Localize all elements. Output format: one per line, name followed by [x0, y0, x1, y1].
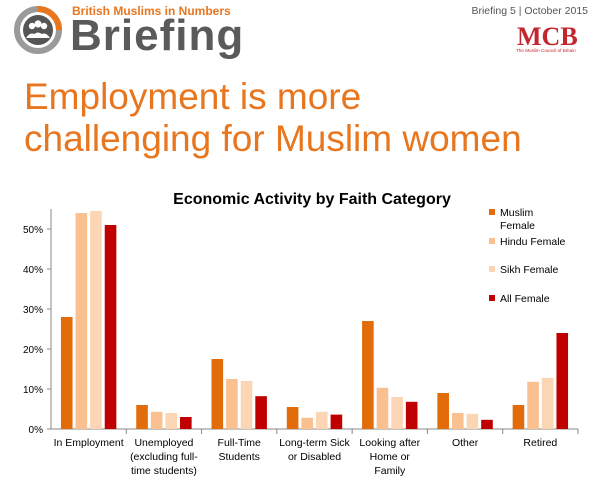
- bar: [150, 411, 163, 429]
- x-tick-label: time students): [131, 465, 197, 477]
- y-tick-label: 40%: [23, 265, 43, 276]
- bar: [60, 317, 73, 429]
- x-tick-label: Unemployed: [134, 437, 193, 449]
- y-tick-label: 0%: [29, 425, 44, 436]
- chart-title: Economic Activity by Faith Category: [173, 191, 451, 208]
- bar: [437, 393, 449, 429]
- bar: [376, 387, 389, 429]
- mcb-logo-text: MCB: [517, 22, 578, 49]
- bar: [104, 225, 117, 429]
- x-tick-label: Other: [452, 437, 479, 449]
- bar: [330, 414, 343, 429]
- legend-label: Hindu Female: [500, 236, 566, 248]
- x-tick-label: Retired: [523, 437, 557, 449]
- bar: [180, 417, 192, 429]
- y-tick-label: 30%: [23, 305, 43, 316]
- bar: [226, 379, 238, 429]
- x-tick-label: Long-term Sick: [279, 437, 350, 449]
- bar: [481, 419, 493, 429]
- bar: [240, 381, 253, 429]
- bar: [541, 377, 554, 429]
- bar: [136, 405, 148, 429]
- bar: [527, 381, 539, 429]
- mcb-logo: MCB: [517, 22, 578, 49]
- x-tick-label: or Disabled: [288, 451, 341, 463]
- bar: [316, 411, 328, 429]
- y-tick-label: 20%: [23, 345, 43, 356]
- bar: [512, 405, 525, 429]
- bar: [211, 359, 224, 429]
- bar: [301, 417, 313, 429]
- bar-chart: Economic Activity by Faith Category 0% 10…: [23, 191, 579, 477]
- x-tick-label: (excluding full-: [130, 451, 198, 463]
- bar: [286, 407, 299, 429]
- people-group-icon: [14, 6, 62, 54]
- x-tick-label: Looking after: [359, 437, 420, 449]
- bar: [405, 401, 418, 429]
- legend-swatch: [489, 295, 495, 301]
- x-tick-label: Home or: [370, 451, 411, 463]
- chart-x-labels: In Employment Unemployed (excluding full-t…: [54, 437, 558, 477]
- bar: [556, 333, 569, 429]
- brand-subtitle: British Muslims in Numbers: [72, 4, 231, 18]
- bar: [451, 413, 464, 429]
- bar: [391, 397, 403, 429]
- brand-title: Briefing: [70, 11, 245, 60]
- y-tick-label: 10%: [23, 385, 43, 396]
- legend-swatch: [489, 238, 495, 244]
- bar: [466, 413, 479, 429]
- x-tick-label: Family: [374, 465, 406, 477]
- x-tick-label: In Employment: [54, 437, 124, 449]
- y-tick-label: 50%: [23, 225, 43, 236]
- headline-line-2: challenging for Muslim women: [24, 118, 522, 159]
- legend-label: Female: [500, 220, 535, 232]
- chart-bars: [60, 211, 569, 429]
- bar: [362, 321, 374, 429]
- bar: [255, 396, 267, 429]
- page-headline: Employment is more challenging for Musli…: [24, 76, 594, 160]
- legend-label: All Female: [500, 293, 550, 305]
- headline-line-1: Employment is more: [24, 76, 362, 117]
- legend-swatch: [489, 266, 495, 272]
- legend-swatch: [489, 209, 495, 215]
- x-tick-label: Full-Time: [218, 437, 262, 449]
- bar: [75, 213, 88, 429]
- mcb-subtitle: The Muslim Council of Britain: [516, 48, 576, 53]
- issue-label: Briefing 5 | October 2015: [471, 5, 588, 17]
- bar: [90, 211, 102, 429]
- legend-label: Sikh Female: [500, 264, 559, 276]
- x-tick-label: Students: [218, 451, 259, 463]
- legend-label: Muslim: [500, 207, 534, 219]
- bar: [165, 413, 178, 429]
